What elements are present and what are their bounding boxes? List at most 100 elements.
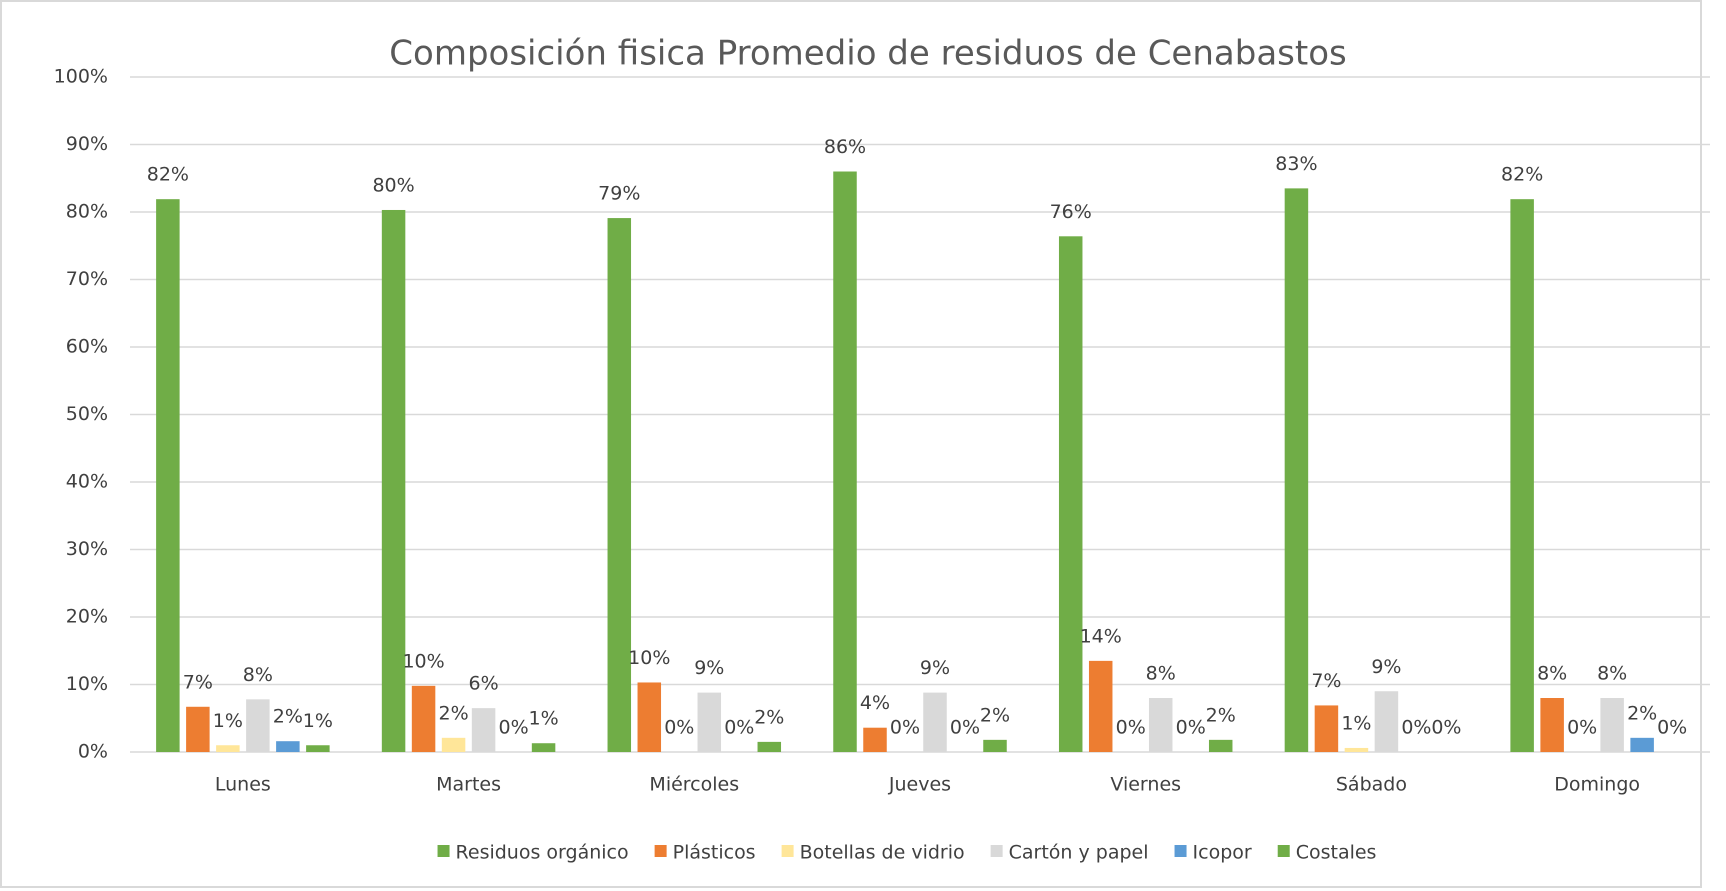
bar — [607, 218, 632, 752]
y-tick-label: 40% — [66, 471, 108, 493]
value-label: 1% — [528, 708, 558, 730]
x-tick-label: Jueves — [888, 774, 951, 796]
value-label: 8% — [1597, 663, 1627, 685]
value-label: 83% — [1275, 153, 1317, 175]
value-label: 9% — [1371, 656, 1401, 678]
bar — [983, 739, 1007, 752]
value-label: 0% — [1176, 717, 1206, 739]
value-label: 8% — [243, 664, 273, 686]
x-tick-label: Sábado — [1336, 774, 1407, 796]
bar — [1344, 747, 1369, 752]
bar — [697, 692, 722, 752]
y-tick-label: 0% — [78, 741, 108, 763]
value-label: 2% — [754, 706, 784, 728]
value-label: 0% — [1116, 717, 1146, 739]
chart-title: Composición fisica Promedio de residuos … — [389, 34, 1346, 74]
value-label: 14% — [1080, 625, 1122, 647]
y-tick-label: 10% — [66, 673, 108, 695]
bar — [1208, 739, 1233, 752]
legend-label: Cartón y papel — [1009, 842, 1149, 864]
bar — [1374, 691, 1399, 752]
value-label: 79% — [598, 183, 640, 205]
y-tick-label: 50% — [66, 403, 108, 425]
x-tick-label: Lunes — [215, 774, 271, 796]
bar — [1314, 705, 1339, 752]
legend-swatch — [1174, 845, 1187, 857]
bar — [637, 682, 662, 752]
bar — [306, 745, 330, 752]
value-label: 0% — [724, 717, 754, 739]
bar — [186, 706, 210, 752]
value-label: 10% — [402, 650, 444, 672]
value-label: 2% — [980, 704, 1010, 726]
bar — [833, 171, 857, 752]
value-label: 8% — [1537, 663, 1567, 685]
bar — [863, 727, 887, 752]
bar — [531, 743, 556, 752]
bar — [1540, 698, 1564, 752]
value-label: 86% — [824, 136, 866, 158]
bar — [1088, 660, 1113, 752]
bar — [1148, 698, 1173, 752]
bar — [276, 741, 300, 752]
legend-label: Residuos orgánico — [456, 842, 629, 864]
y-tick-label: 80% — [66, 201, 108, 223]
legend-swatch — [990, 845, 1003, 857]
value-label: 1% — [303, 710, 333, 732]
value-label: 0% — [1401, 717, 1431, 739]
value-label: 2% — [438, 702, 468, 724]
legend-label: Botellas de vidrio — [800, 842, 965, 864]
y-tick-label: 100% — [54, 66, 108, 88]
y-tick-label: 60% — [66, 336, 108, 358]
value-label: 0% — [950, 717, 980, 739]
bar — [923, 692, 947, 752]
value-label: 0% — [498, 717, 528, 739]
bar — [381, 209, 406, 753]
value-label: 10% — [628, 647, 670, 669]
value-label: 7% — [1311, 670, 1341, 692]
value-label: 7% — [183, 671, 213, 693]
bar — [156, 199, 180, 753]
bar — [1510, 199, 1534, 753]
legend-swatch — [781, 845, 794, 857]
y-tick-label: 70% — [66, 268, 108, 290]
y-tick-label: 20% — [66, 606, 108, 628]
x-tick-label: Viernes — [1110, 774, 1181, 796]
value-label: 0% — [1657, 717, 1687, 739]
value-label: 0% — [1431, 717, 1461, 739]
bar — [441, 737, 466, 752]
value-label: 82% — [1501, 164, 1543, 186]
legend-label: Plásticos — [673, 842, 756, 864]
y-tick-label: 30% — [66, 538, 108, 560]
x-tick-label: Miércoles — [649, 774, 739, 796]
value-label: 6% — [468, 673, 498, 695]
value-label: 1% — [213, 710, 243, 732]
legend-swatch — [437, 845, 450, 857]
x-tick-label: Martes — [436, 774, 501, 796]
value-label: 1% — [1341, 712, 1371, 734]
x-tick-label: Domingo — [1554, 774, 1640, 796]
legend-swatch — [654, 845, 667, 857]
value-label: 9% — [694, 657, 724, 679]
value-label: 0% — [1567, 717, 1597, 739]
legend-label: Costales — [1296, 842, 1377, 864]
legend-label: Icopor — [1193, 842, 1252, 864]
bar — [216, 745, 240, 752]
y-tick-label: 90% — [66, 133, 108, 155]
value-label: 80% — [372, 174, 414, 196]
bar — [246, 699, 270, 752]
value-label: 0% — [890, 717, 920, 739]
value-label: 0% — [664, 717, 694, 739]
bar — [1630, 737, 1654, 752]
value-label: 2% — [1206, 704, 1236, 726]
bar — [411, 685, 436, 752]
bar — [471, 708, 496, 752]
bar — [1058, 236, 1083, 753]
value-label: 4% — [860, 692, 890, 714]
value-label: 76% — [1050, 201, 1092, 223]
bar — [1284, 188, 1309, 752]
value-label: 8% — [1146, 663, 1176, 685]
value-label: 9% — [920, 657, 950, 679]
value-label: 2% — [1627, 702, 1657, 724]
